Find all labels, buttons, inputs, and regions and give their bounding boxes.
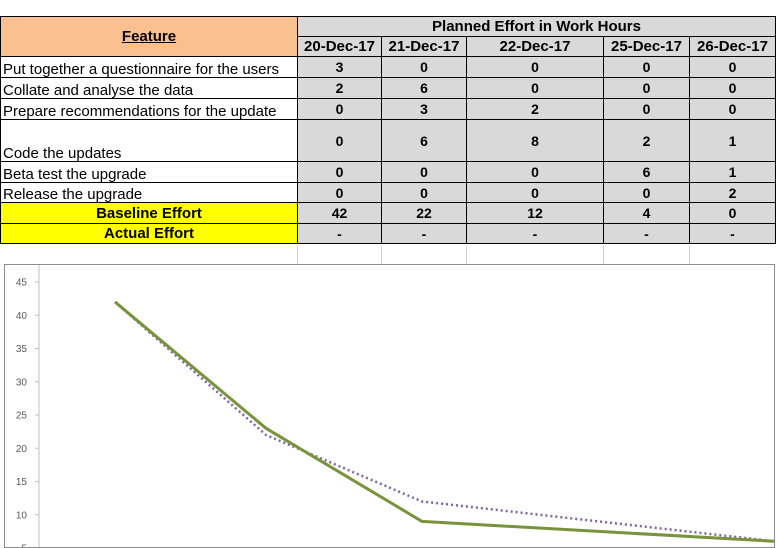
effort-cell[interactable]: 3 xyxy=(381,98,467,120)
table-row: Prepare recommendations for the update 0 3… xyxy=(0,98,776,120)
effort-cell[interactable]: 0 xyxy=(466,77,604,99)
effort-cell[interactable]: 0 xyxy=(466,161,604,183)
effort-cell[interactable]: 0 xyxy=(603,77,690,99)
effort-cell[interactable]: 2 xyxy=(689,182,776,203)
effort-cell[interactable]: 0 xyxy=(689,77,776,99)
baseline-row: Baseline Effort 42 22 12 4 0 xyxy=(0,202,776,224)
actual-cell[interactable]: - xyxy=(689,223,776,244)
feature-header[interactable]: Feature xyxy=(0,16,298,57)
date-header-4[interactable]: 26-Dec-17 xyxy=(689,36,776,57)
gridline xyxy=(466,246,467,266)
effort-cell[interactable]: 0 xyxy=(381,161,467,183)
feature-cell[interactable]: Put together a questionnaire for the use… xyxy=(0,56,298,78)
table-row: Code the updates 0 6 8 2 1 xyxy=(0,119,776,162)
burndown-chart[interactable]: 45 40 35 30 25 20 15 10 5 xyxy=(4,264,775,548)
effort-cell[interactable]: 0 xyxy=(381,56,467,78)
effort-cell[interactable]: 8 xyxy=(466,119,604,162)
effort-cell[interactable]: 6 xyxy=(381,77,467,99)
y-tick-label: 25 xyxy=(16,411,28,422)
feature-cell[interactable]: Code the updates xyxy=(0,119,298,162)
actual-cell[interactable]: - xyxy=(297,223,382,244)
y-tick-label: 5 xyxy=(21,544,27,548)
effort-cell[interactable]: 0 xyxy=(297,182,382,203)
baseline-cell[interactable]: 12 xyxy=(466,202,604,224)
feature-cell[interactable]: Beta test the upgrade xyxy=(0,161,298,183)
y-tick-label: 40 xyxy=(16,311,28,322)
baseline-label[interactable]: Baseline Effort xyxy=(0,202,298,224)
feature-cell[interactable]: Collate and analyse the data xyxy=(0,77,298,99)
y-tick-label: 30 xyxy=(16,377,28,388)
baseline-cell[interactable]: 0 xyxy=(689,202,776,224)
chart-svg: 45 40 35 30 25 20 15 10 5 xyxy=(16,265,774,548)
actual-label[interactable]: Actual Effort xyxy=(0,223,298,244)
effort-cell[interactable]: 0 xyxy=(297,98,382,120)
gridline xyxy=(381,246,382,266)
table-row: Put together a questionnaire for the use… xyxy=(0,56,776,78)
effort-cell[interactable]: 0 xyxy=(381,182,467,203)
effort-cell[interactable]: 3 xyxy=(297,56,382,78)
planned-effort-table: Feature Planned Effort in Work Hours 20-… xyxy=(0,16,776,244)
baseline-cell[interactable]: 22 xyxy=(381,202,467,224)
effort-cell[interactable]: 0 xyxy=(603,182,690,203)
table-row: Release the upgrade 0 0 0 0 2 xyxy=(0,182,776,203)
date-header-0[interactable]: 20-Dec-17 xyxy=(297,36,382,57)
effort-cell[interactable]: 2 xyxy=(466,98,604,120)
baseline-cell[interactable]: 4 xyxy=(603,202,690,224)
actual-cell[interactable]: - xyxy=(381,223,467,244)
y-tick-label: 20 xyxy=(16,444,28,455)
y-tick-label: 45 xyxy=(16,278,28,289)
effort-line[interactable] xyxy=(114,300,774,543)
effort-cell[interactable]: 1 xyxy=(689,119,776,162)
gridline xyxy=(689,246,690,266)
effort-cell[interactable]: 6 xyxy=(603,161,690,183)
effort-cell[interactable]: 0 xyxy=(297,161,382,183)
baseline-effort-line[interactable] xyxy=(114,301,774,543)
baseline-cell[interactable]: 42 xyxy=(297,202,382,224)
gridline xyxy=(603,246,604,266)
date-header-2[interactable]: 22-Dec-17 xyxy=(466,36,604,57)
effort-cell[interactable]: 0 xyxy=(297,119,382,162)
effort-cell[interactable]: 2 xyxy=(297,77,382,99)
table-row: Beta test the upgrade 0 0 0 6 1 xyxy=(0,161,776,183)
effort-cell[interactable]: 0 xyxy=(689,98,776,120)
gridline xyxy=(297,246,298,266)
effort-cell[interactable]: 0 xyxy=(466,182,604,203)
date-header-1[interactable]: 21-Dec-17 xyxy=(381,36,467,57)
effort-cell[interactable]: 0 xyxy=(603,56,690,78)
effort-cell[interactable]: 6 xyxy=(381,119,467,162)
spreadsheet-row-strip xyxy=(0,246,776,266)
y-tick-label: 10 xyxy=(16,510,28,521)
date-header-3[interactable]: 25-Dec-17 xyxy=(603,36,690,57)
feature-cell[interactable]: Release the upgrade xyxy=(0,182,298,203)
table-row: Collate and analyse the data 2 6 0 0 0 xyxy=(0,77,776,99)
effort-cell[interactable]: 0 xyxy=(466,56,604,78)
y-tick-label: 35 xyxy=(16,344,28,355)
y-tick-label: 15 xyxy=(16,477,28,488)
effort-cell[interactable]: 2 xyxy=(603,119,690,162)
actual-cell[interactable]: - xyxy=(466,223,604,244)
actual-cell[interactable]: - xyxy=(603,223,690,244)
feature-cell[interactable]: Prepare recommendations for the update xyxy=(0,98,298,120)
effort-cell[interactable]: 0 xyxy=(603,98,690,120)
actual-row: Actual Effort - - - - - xyxy=(0,223,776,244)
planned-effort-header[interactable]: Planned Effort in Work Hours xyxy=(297,16,776,37)
effort-cell[interactable]: 1 xyxy=(689,161,776,183)
effort-cell[interactable]: 0 xyxy=(689,56,776,78)
